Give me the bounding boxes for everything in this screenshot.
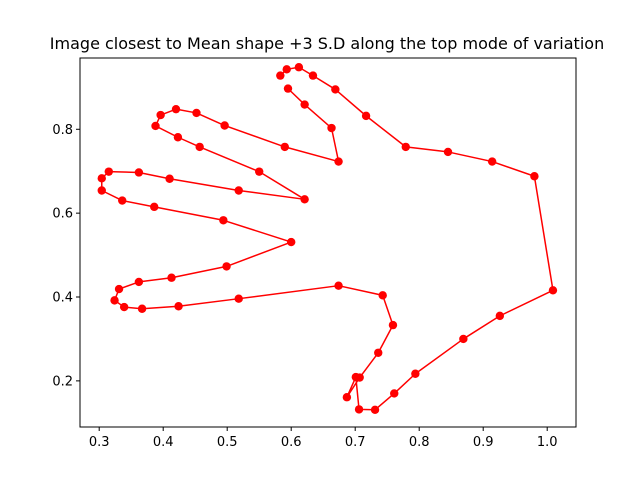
data-point — [287, 237, 296, 247]
x-tick-label: 1.0 — [537, 435, 558, 450]
data-point — [173, 133, 183, 142]
data-point — [355, 373, 364, 382]
data-point — [118, 196, 127, 205]
x-tick-label: 0.8 — [409, 435, 430, 450]
data-point — [459, 334, 468, 344]
data-point — [134, 168, 144, 177]
data-point — [308, 71, 318, 80]
data-point — [342, 393, 352, 402]
data-point — [548, 286, 558, 295]
data-point — [97, 186, 106, 195]
data-point — [151, 121, 160, 131]
plot-area — [79, 57, 577, 428]
data-point — [495, 311, 505, 321]
data-point — [220, 121, 229, 130]
data-point — [156, 110, 165, 120]
x-tick-label: 0.5 — [217, 435, 238, 450]
data-point — [280, 142, 289, 152]
data-point — [165, 174, 174, 183]
data-point — [354, 405, 364, 414]
data-point — [334, 157, 343, 166]
data-point — [282, 65, 291, 74]
chart-title: Image closest to Mean shape +3 S.D along… — [50, 34, 604, 53]
x-tick-label: 0.3 — [89, 435, 110, 450]
data-point — [119, 302, 129, 312]
data-point — [234, 186, 243, 195]
x-axis: 0.3 0.4 0.5 0.6 0.7 0.8 0.9 1.0 — [89, 427, 558, 450]
data-point — [114, 284, 124, 294]
data-point — [388, 320, 398, 330]
data-point — [104, 167, 114, 176]
data-point — [276, 71, 285, 80]
data-point — [255, 167, 264, 176]
x-tick-label: 0.9 — [473, 435, 494, 450]
data-point — [192, 108, 201, 118]
data-point — [401, 142, 410, 152]
data-point — [331, 85, 340, 94]
y-tick-label: 0.2 — [52, 374, 73, 389]
data-point — [283, 84, 293, 93]
data-point — [195, 142, 204, 152]
x-tick-label: 0.7 — [345, 435, 366, 450]
data-point — [300, 195, 309, 204]
data-point — [487, 157, 497, 166]
data-point — [327, 123, 336, 133]
data-point — [110, 296, 119, 305]
data-point — [171, 104, 181, 114]
series-layer — [97, 63, 558, 415]
data-point — [530, 172, 539, 181]
y-tick-label: 0.6 — [52, 207, 73, 222]
y-axis: 0.2 0.4 0.6 0.8 — [52, 123, 80, 389]
data-point — [222, 262, 231, 271]
data-point — [443, 147, 453, 157]
data-point — [294, 63, 304, 72]
data-point — [334, 281, 343, 290]
data-point — [361, 111, 371, 121]
data-point — [378, 291, 387, 300]
data-point — [150, 202, 159, 212]
data-point — [370, 405, 380, 415]
y-tick-label: 0.4 — [52, 291, 73, 306]
x-tick-label: 0.4 — [153, 435, 174, 450]
x-tick-label: 0.6 — [281, 435, 302, 450]
data-point — [219, 216, 228, 225]
data-point — [411, 369, 420, 378]
data-point — [174, 302, 183, 311]
data-point — [167, 273, 176, 282]
data-point — [134, 277, 144, 287]
data-point — [234, 294, 243, 303]
y-tick-label: 0.8 — [52, 123, 73, 138]
data-point — [137, 304, 147, 313]
data-point — [374, 348, 383, 357]
data-point — [300, 100, 309, 109]
data-point — [97, 174, 106, 183]
data-point — [390, 389, 399, 398]
